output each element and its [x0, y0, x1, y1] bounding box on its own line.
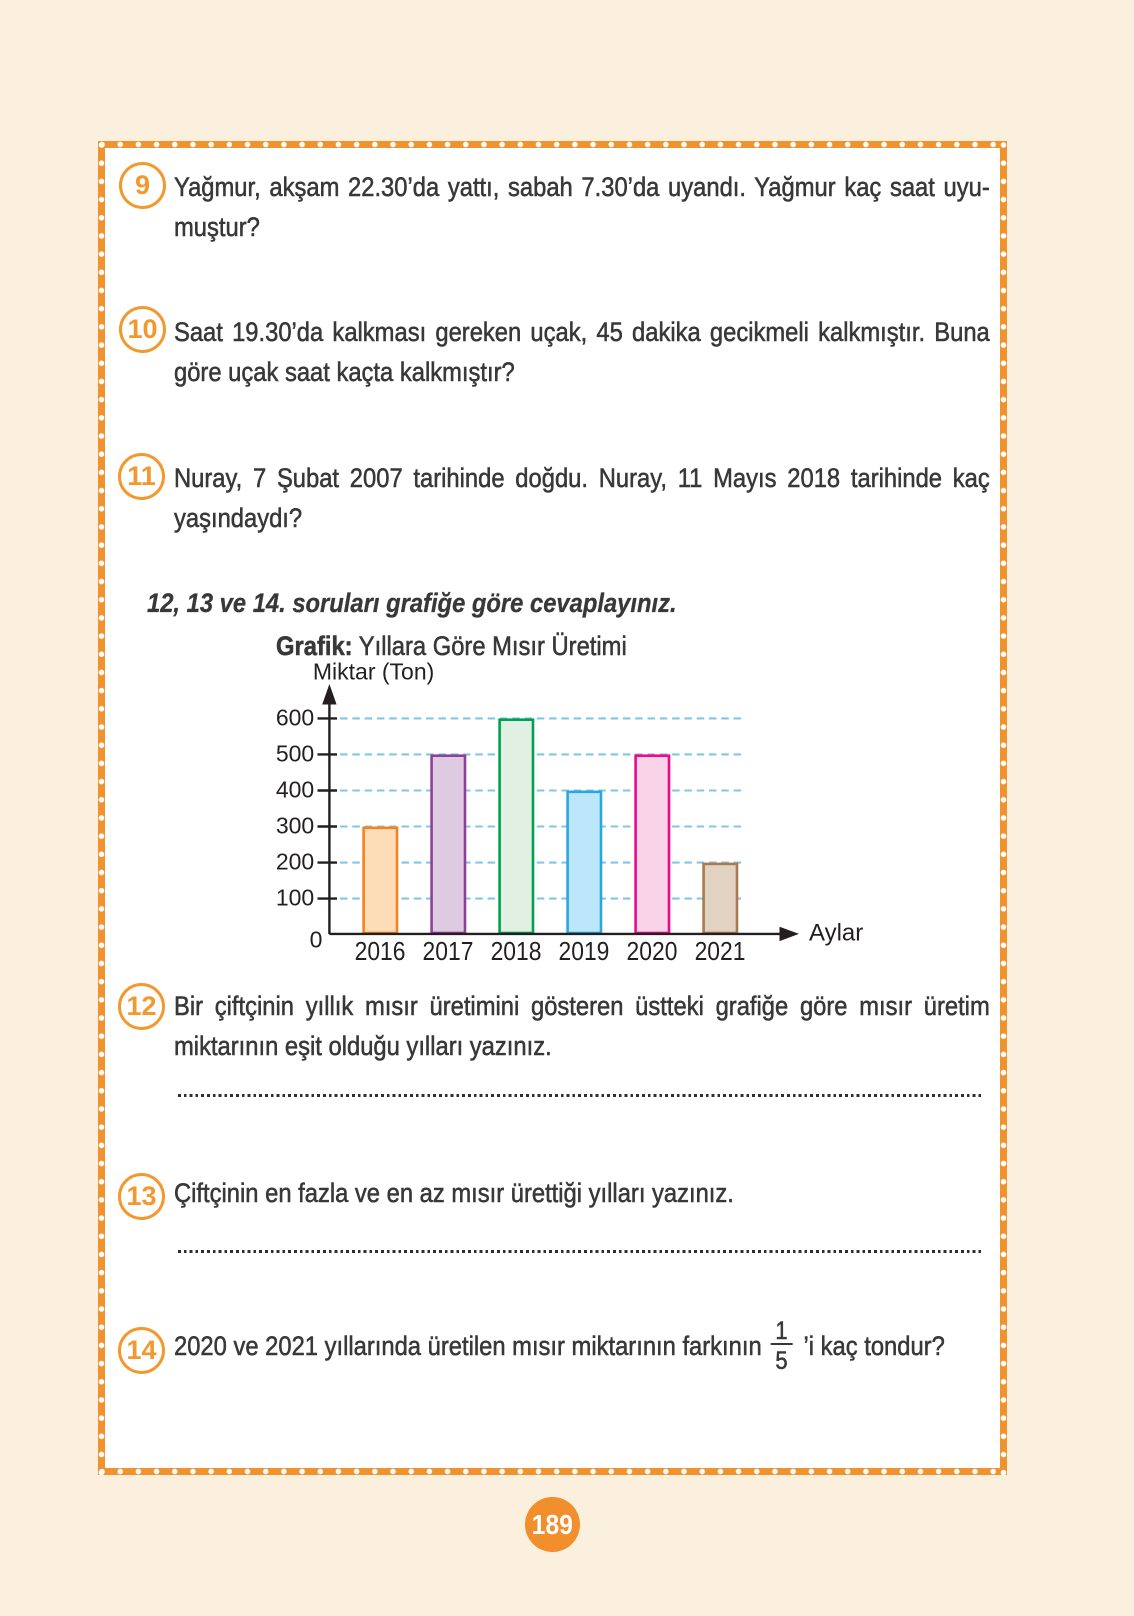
svg-text:2020: 2020 [627, 938, 678, 967]
svg-text:200: 200 [276, 849, 314, 875]
svg-text:2018: 2018 [491, 938, 542, 967]
svg-text:2021: 2021 [695, 938, 746, 967]
svg-text:0: 0 [310, 927, 323, 953]
svg-text:600: 600 [276, 705, 314, 731]
svg-text:100: 100 [276, 885, 314, 911]
svg-text:400: 400 [276, 777, 314, 803]
svg-text:2019: 2019 [559, 938, 610, 967]
svg-text:Aylar: Aylar [809, 920, 863, 947]
svg-text:2016: 2016 [355, 938, 406, 967]
svg-text:500: 500 [276, 741, 314, 767]
svg-text:Miktar (Ton): Miktar (Ton) [313, 659, 434, 685]
svg-text:2017: 2017 [423, 938, 474, 967]
svg-text:300: 300 [276, 813, 314, 839]
